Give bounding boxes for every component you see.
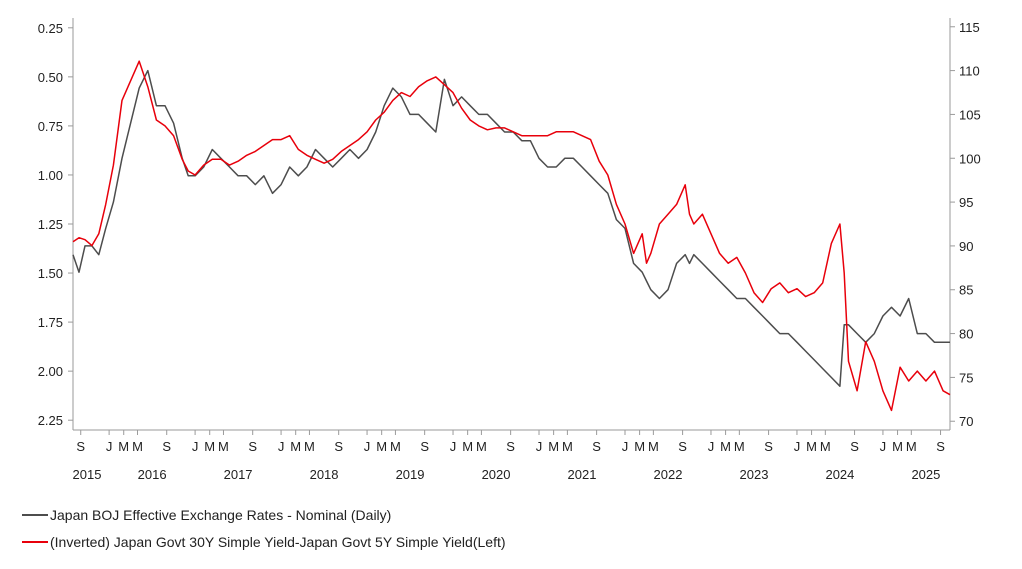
x-month-label: M — [906, 439, 917, 454]
x-month-label: M — [892, 439, 903, 454]
x-month-label: S — [420, 439, 429, 454]
x-month-label: M — [118, 439, 129, 454]
x-month-label: M — [548, 439, 559, 454]
x-year-label: 2018 — [310, 467, 339, 482]
x-month-label: M — [390, 439, 401, 454]
right-tick-label: 75 — [959, 370, 973, 385]
x-month-label: M — [562, 439, 573, 454]
x-month-label: J — [794, 439, 801, 454]
x-month-label: S — [850, 439, 859, 454]
right-tick-label: 110 — [959, 64, 980, 79]
x-month-label: S — [334, 439, 343, 454]
x-year-label: 2021 — [568, 467, 597, 482]
chart-container: 0.25 0.50 0.75 1.00 1.25 1.50 1.75 2.00 2.25 115 1… — [38, 18, 981, 482]
left-tick-label: 1.75 — [38, 315, 63, 330]
x-month-label: M — [290, 439, 301, 454]
x-year-label: 2022 — [654, 467, 683, 482]
x-month-label: M — [462, 439, 473, 454]
right-tick-label: 100 — [959, 151, 981, 166]
left-tick-label: 0.50 — [38, 70, 63, 85]
x-month-label: J — [278, 439, 285, 454]
series-line-exchange-rate — [72, 69, 950, 387]
right-tick-label: 85 — [959, 283, 973, 298]
x-month-label: M — [820, 439, 831, 454]
left-tick-label: 0.25 — [38, 21, 63, 36]
left-tick-label: 2.00 — [38, 364, 63, 379]
left-tick-label: 0.75 — [38, 119, 63, 134]
right-tick-label: 115 — [959, 20, 980, 35]
x-year-label: 2015 — [73, 467, 102, 482]
x-month-label: J — [708, 439, 715, 454]
x-month-label: J — [536, 439, 543, 454]
x-month-label: J — [450, 439, 457, 454]
left-tick-label: 1.00 — [38, 168, 63, 183]
x-month-label: S — [162, 439, 171, 454]
x-month-label: M — [806, 439, 817, 454]
x-month-label: M — [634, 439, 645, 454]
x-month-label: S — [248, 439, 257, 454]
legend-swatch-gray — [22, 514, 48, 516]
legend-label-exchange-rate: Japan BOJ Effective Exchange Rates - Nom… — [50, 507, 392, 523]
x-year-label: 2025 — [911, 467, 940, 482]
x-month-label: M — [734, 439, 745, 454]
left-tick-label: 1.25 — [38, 217, 63, 232]
left-tick-label: 2.25 — [38, 413, 63, 428]
right-tick-label: 70 — [959, 414, 973, 429]
left-tick-label: 1.50 — [38, 266, 63, 281]
legend-item-yield-spread: (Inverted) Japan Govt 30Y Simple Yield-J… — [22, 534, 506, 550]
x-month-label: S — [764, 439, 773, 454]
x-month-label: M — [648, 439, 659, 454]
x-month-label: J — [106, 439, 113, 454]
x-month-label: S — [592, 439, 601, 454]
right-tick-label: 90 — [959, 239, 973, 254]
x-month-label: S — [76, 439, 85, 454]
x-month-label: M — [720, 439, 731, 454]
x-month-label: M — [376, 439, 387, 454]
right-tick-label: 95 — [959, 195, 973, 210]
x-month-label: S — [678, 439, 687, 454]
right-tick-label: 105 — [959, 107, 981, 122]
x-month-label: J — [364, 439, 371, 454]
x-year-label: 2017 — [224, 467, 253, 482]
x-month-label: M — [218, 439, 229, 454]
x-year-label: 2024 — [825, 467, 854, 482]
x-month-label: J — [880, 439, 887, 454]
x-year-label: 2023 — [740, 467, 769, 482]
legend-swatch-red — [22, 541, 48, 543]
x-year-label: 2016 — [138, 467, 167, 482]
x-year-label: 2020 — [482, 467, 511, 482]
x-month-label: M — [304, 439, 315, 454]
x-month-label: M — [204, 439, 215, 454]
legend-item-exchange-rate: Japan BOJ Effective Exchange Rates - Nom… — [22, 507, 391, 523]
x-month-label: J — [622, 439, 629, 454]
x-year-label: 2019 — [396, 467, 425, 482]
x-month-label: M — [476, 439, 487, 454]
series-line-yield-spread — [72, 60, 951, 412]
legend-label-yield-spread: (Inverted) Japan Govt 30Y Simple Yield-J… — [50, 534, 506, 550]
right-tick-label: 80 — [959, 327, 973, 342]
x-month-label: S — [506, 439, 515, 454]
x-month-label: S — [936, 439, 945, 454]
x-month-label: M — [132, 439, 143, 454]
x-month-label: J — [192, 439, 199, 454]
line-chart: 0.25 0.50 0.75 1.00 1.25 1.50 1.75 2.00 2.25 115 1… — [38, 18, 981, 482]
